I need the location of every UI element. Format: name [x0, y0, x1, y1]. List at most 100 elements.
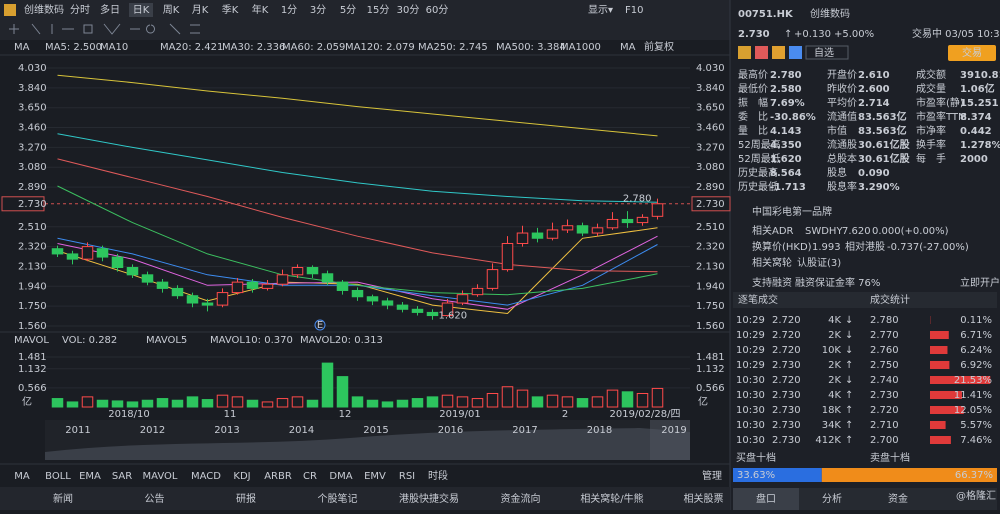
volume-bar — [112, 401, 123, 407]
indicator-tab[interactable]: RSI — [399, 471, 415, 482]
period-tab[interactable]: 年K — [252, 3, 269, 16]
candle-body — [97, 249, 108, 257]
trade-price: 2.720 — [772, 375, 801, 386]
period-tab[interactable]: 分时 — [70, 4, 90, 16]
indicator-tab[interactable]: ARBR — [264, 471, 292, 482]
period-tab[interactable]: 月K — [192, 4, 209, 16]
stat-value: 1.278% — [960, 140, 1000, 151]
period-tab[interactable]: 1分 — [281, 4, 297, 16]
nav-tab[interactable]: 相关窝轮/牛熊 — [580, 492, 643, 505]
stat-label: 平均价 — [827, 97, 857, 109]
period-tab[interactable]: 季K — [222, 4, 239, 16]
indicator-tab[interactable]: MA — [14, 471, 30, 482]
y-tick-label: 3.460 — [18, 123, 47, 134]
y-tick-label: 3.270 — [696, 142, 725, 153]
indicator-tab[interactable]: KDJ — [233, 471, 250, 482]
candle-body — [532, 233, 543, 238]
navigator-year: 2013 — [214, 425, 239, 436]
stat-label: 市净率 — [916, 124, 946, 137]
indicator-tab[interactable]: DMA — [329, 471, 352, 482]
volume-bar — [397, 400, 408, 407]
indicator-tab[interactable]: SAR — [112, 471, 132, 482]
nav-tab[interactable]: 个股笔记 — [318, 492, 358, 505]
high-marker: 2.780 — [623, 194, 652, 205]
trade-time: 10:30 — [736, 390, 765, 401]
side-tab[interactable]: 资金 — [888, 492, 908, 505]
y-tick-label: 1.940 — [18, 281, 47, 292]
indicator-tab[interactable]: CR — [303, 471, 317, 482]
stat-value: 7.69% — [770, 98, 805, 109]
x-date-label: 12 — [339, 409, 352, 420]
trade-price: 2.720 — [772, 315, 801, 326]
indicator-tab[interactable]: 时段 — [428, 469, 448, 482]
ma-legend: MA20: 2.421 — [160, 42, 223, 53]
trade-time: 10:30 — [736, 375, 765, 386]
nav-tab[interactable]: 新闻 — [53, 492, 73, 505]
period-tab[interactable]: 15分 — [367, 4, 390, 16]
indicator-tab[interactable]: EMV — [364, 471, 386, 482]
navigator-year: 2019 — [661, 425, 686, 436]
trade-dir: ↓ — [845, 345, 853, 356]
stat-value: 8.374 — [960, 112, 992, 123]
badge-icon — [772, 46, 785, 59]
y-tick-label: 3.840 — [18, 83, 47, 94]
watch-label[interactable]: 自选 — [814, 46, 834, 59]
trade-price: 2.730 — [772, 435, 801, 446]
period-tab[interactable]: 5分 — [340, 4, 356, 16]
warrant-value[interactable]: 认股证(3) — [797, 256, 841, 269]
stat-value: 2000 — [960, 154, 988, 165]
display-menu[interactable]: 显示▾ — [588, 4, 613, 16]
candle-body — [187, 296, 198, 303]
indicator-tab[interactable]: MACD — [191, 471, 221, 482]
stat-label: 股息率 — [827, 180, 857, 193]
candle-body — [142, 275, 153, 282]
indicator-tab[interactable]: MAVOL — [143, 471, 178, 482]
buy-label: 买盘十档 — [736, 451, 776, 464]
period-tab[interactable]: 30分 — [397, 4, 420, 16]
y-tick-label: 3.460 — [696, 123, 725, 134]
nav-tab[interactable]: 港股快捷交易 — [399, 492, 459, 505]
period-tab[interactable]: 60分 — [426, 4, 449, 16]
stat-value: 30.61亿股 — [858, 138, 911, 151]
candle-body — [412, 309, 423, 312]
nav-tab[interactable]: 公告 — [145, 492, 165, 505]
f10-button[interactable]: F10 — [625, 5, 643, 16]
vol-legend: MAVOL — [14, 335, 49, 346]
adr-code: SWDHY — [805, 226, 843, 237]
trade-dir: ↓ — [845, 330, 853, 341]
price-change: +0.130 — [794, 29, 831, 40]
indicator-tab[interactable]: BOLL — [45, 471, 71, 482]
stock-code: 00751.HK — [738, 9, 794, 20]
trade-time: 10:30 — [736, 405, 765, 416]
side-tab[interactable]: 分析 — [822, 492, 842, 505]
nav-tab[interactable]: 资金流向 — [501, 492, 541, 505]
period-tab[interactable]: 日K — [133, 5, 150, 16]
unit-label: 亿 — [698, 395, 708, 408]
indicator-tab[interactable]: EMA — [79, 471, 101, 482]
period-tab[interactable]: 多日 — [100, 3, 120, 16]
nav-tab[interactable]: 相关股票 — [684, 492, 724, 505]
stat-value: 1.620 — [770, 154, 802, 165]
event-marker[interactable]: E — [317, 320, 323, 331]
candle-body — [397, 305, 408, 309]
volume-bar — [307, 400, 318, 407]
candle-body — [232, 282, 243, 292]
adjust-mode[interactable]: 前复权 — [644, 40, 674, 53]
period-tab[interactable]: 3分 — [310, 4, 326, 16]
nav-tab[interactable]: 研报 — [236, 492, 256, 505]
trade-price: 2.730 — [772, 405, 801, 416]
price-pct: +5.00% — [834, 29, 874, 40]
side-tab[interactable]: 盘口 — [756, 492, 776, 505]
candle-body — [637, 217, 648, 222]
volume-bar — [157, 399, 168, 407]
stat-label: 流通值 — [827, 110, 857, 123]
manage-button[interactable]: 管理 — [702, 469, 722, 482]
volume-bar — [367, 400, 378, 407]
candle-body — [562, 226, 573, 230]
period-tab[interactable]: 周K — [163, 4, 180, 16]
trade-label[interactable]: 交易 — [962, 46, 982, 59]
vol-legend: VOL: 0.282 — [62, 335, 117, 346]
stat-value: 1.06亿 — [960, 82, 995, 95]
open-account[interactable]: 立即开户 — [960, 276, 1000, 289]
